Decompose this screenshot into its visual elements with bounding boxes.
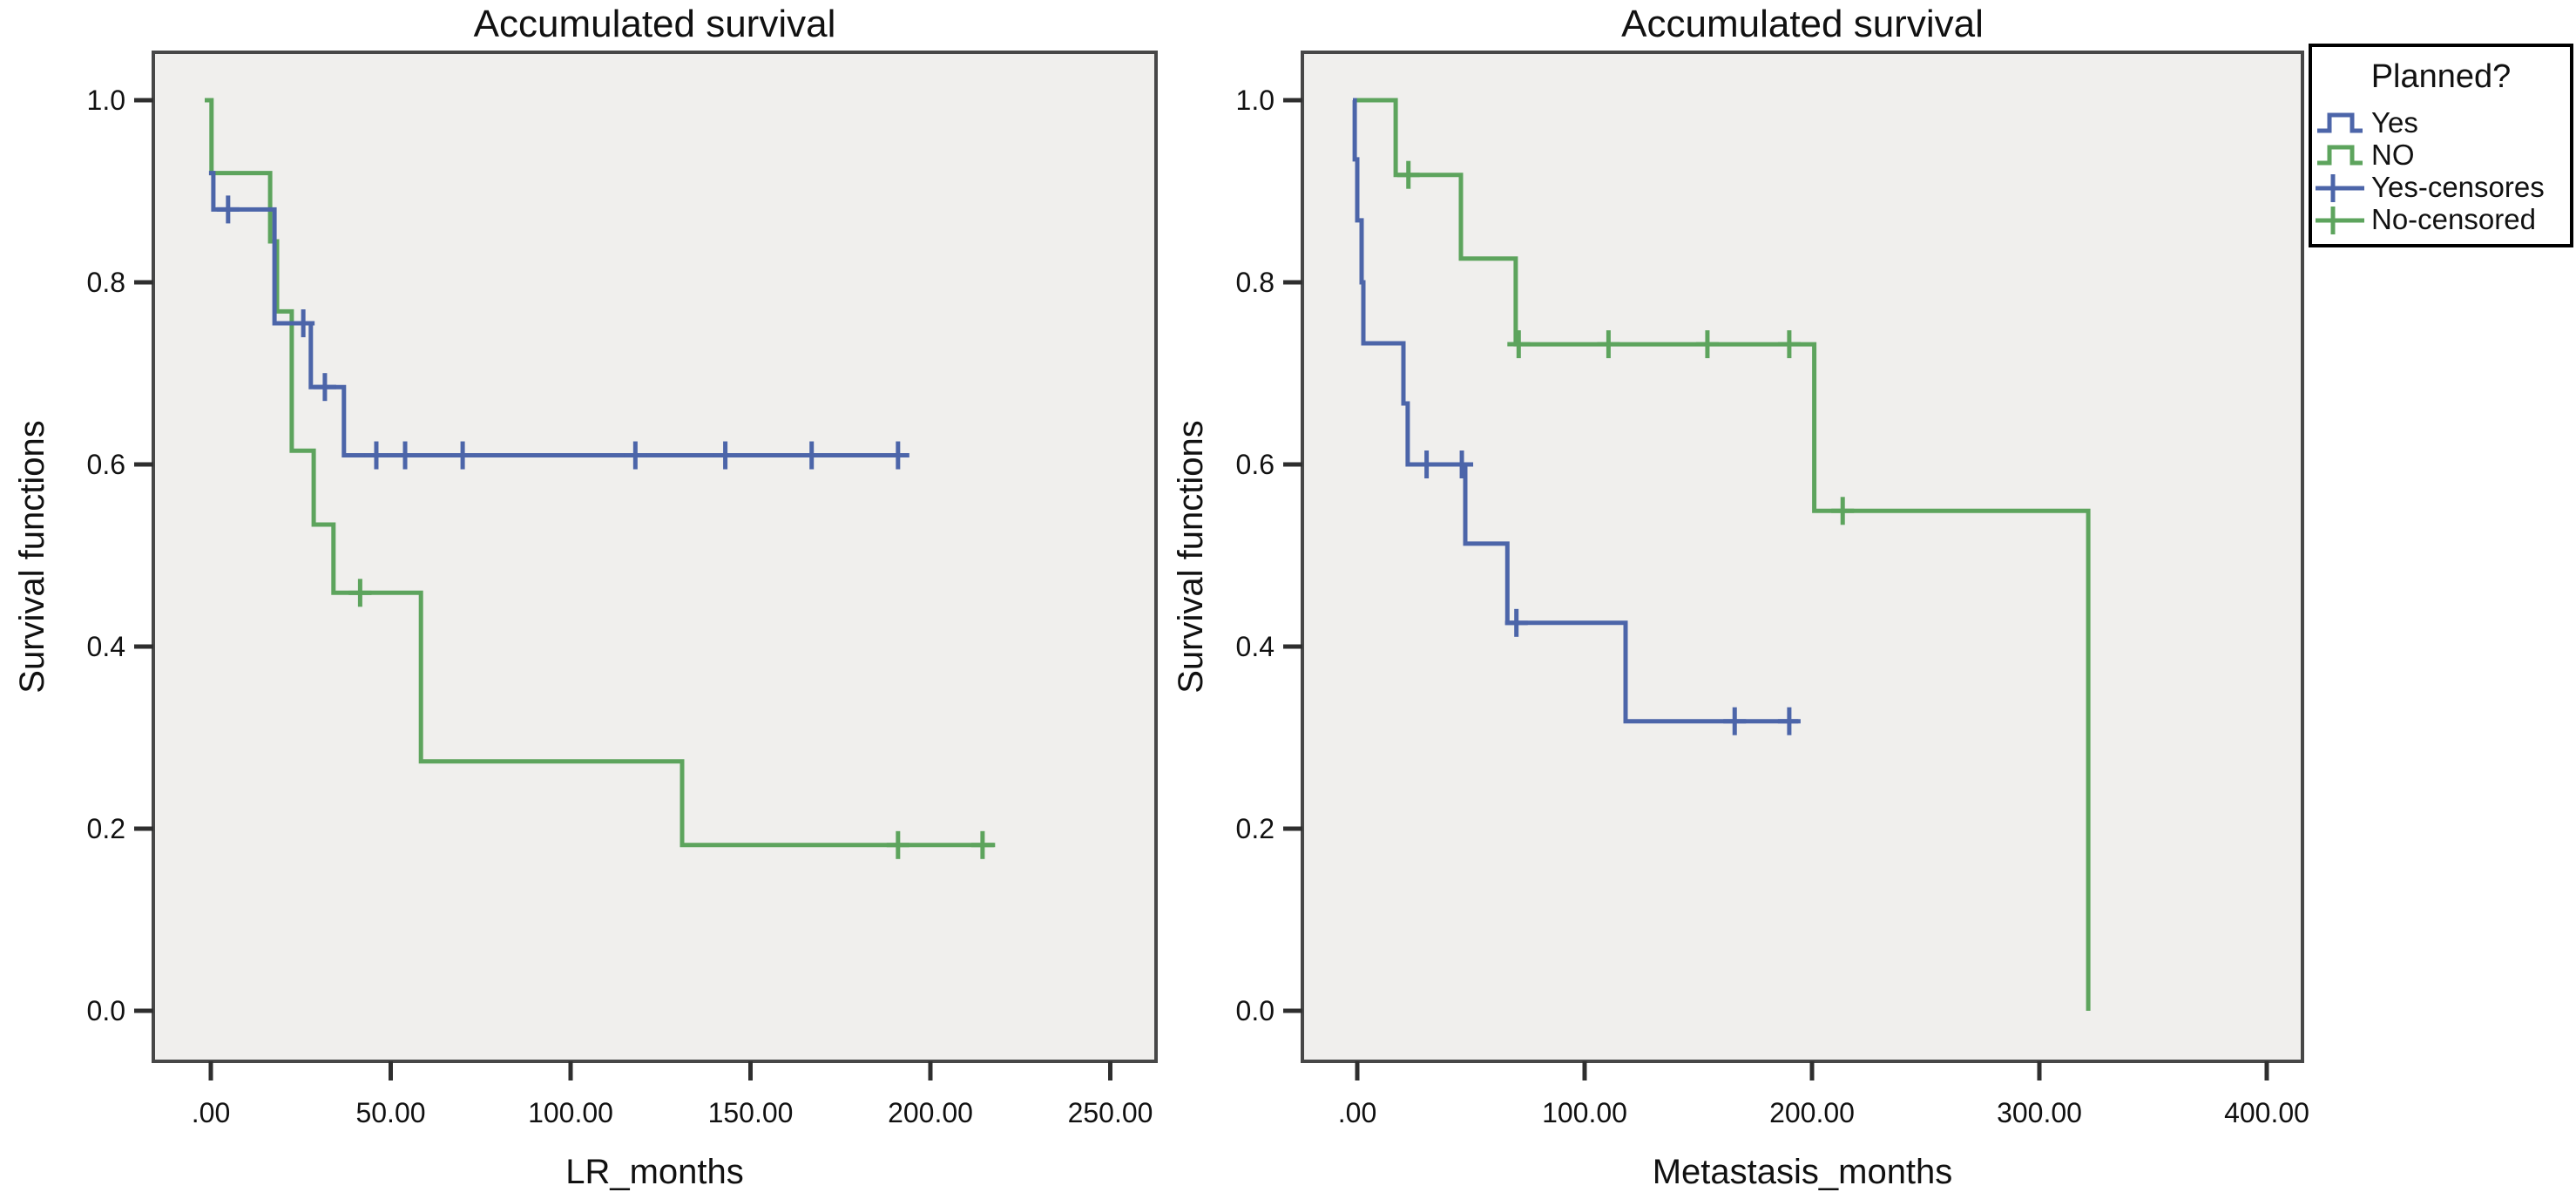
- censor-marks-no-metastasis: [1396, 160, 1855, 525]
- y-tick-label: 1.0: [87, 85, 125, 116]
- y-tick-label: 0.6: [1236, 449, 1274, 480]
- x-tick-label: 200.00: [1769, 1097, 1855, 1128]
- x-tick-label: 400.00: [2224, 1097, 2309, 1128]
- y-tick-label: 0.2: [87, 813, 125, 844]
- legend-step-line-icon: [2317, 112, 2363, 133]
- y-tick-label: 0.2: [1236, 813, 1274, 844]
- chart-title-metastasis: Accumulated survival: [1621, 3, 1984, 45]
- y-tick-label: 0.4: [87, 631, 125, 662]
- y-tick-label: 0.6: [87, 449, 125, 480]
- y-axis-title-metastasis: Survival functions: [1172, 420, 1210, 693]
- y-tick-label: 0.8: [1236, 267, 1274, 298]
- legend-step-line-icon: [2317, 145, 2363, 166]
- x-axis-title-metastasis: Metastasis_months: [1653, 1153, 1953, 1191]
- legend-item-no: NO: [2317, 139, 2415, 171]
- y-tick-label: 0.0: [87, 995, 125, 1026]
- legend-item-yes-censores: Yes-censores: [2316, 171, 2545, 203]
- chart-metastasis: Accumulated survival 1.0 0.8 0.6 0.4 0.2 0.0 .0…: [1172, 3, 2309, 1191]
- censor-marks-yes-metastasis: [1415, 450, 1801, 735]
- x-tick-label: 300.00: [1997, 1097, 2082, 1128]
- x-tick-label: .00: [1338, 1097, 1376, 1128]
- legend-item-label: No-censored: [2371, 203, 2536, 235]
- legend-item-label: Yes: [2371, 106, 2418, 139]
- x-axis-title-lr: LR_months: [565, 1153, 744, 1191]
- plot-border-lr: [152, 51, 1158, 1063]
- curve-no-lr: [205, 98, 996, 848]
- x-tick-label: 150.00: [708, 1097, 794, 1128]
- legend-item-no-censored: No-censored: [2316, 203, 2536, 235]
- curve-no-metastasis: [1353, 98, 2091, 1011]
- censor-marks-no-lr: [348, 579, 994, 859]
- y-axis-title-lr: Survival functions: [13, 420, 51, 693]
- plot-border-metastasis: [1301, 51, 2304, 1063]
- legend-item-yes: Yes: [2317, 106, 2418, 139]
- x-tick-label: 250.00: [1068, 1097, 1153, 1128]
- curve-yes-metastasis: [1352, 98, 1799, 724]
- plot-area-lr: [153, 52, 1156, 1061]
- x-tick-label: .00: [192, 1097, 230, 1128]
- y-tick-label: 1.0: [1236, 85, 1274, 116]
- x-tick-label: 100.00: [1542, 1097, 1627, 1128]
- chart-title-lr: Accumulated survival: [474, 3, 836, 45]
- x-tick-label: 50.00: [355, 1097, 425, 1128]
- y-tick-label: 0.4: [1236, 631, 1274, 662]
- legend-item-label: NO: [2371, 139, 2415, 171]
- legend-title: Planned?: [2371, 58, 2512, 95]
- censor-marks-yes-lr: [216, 195, 909, 470]
- x-tick-label: 100.00: [528, 1097, 613, 1128]
- legend-item-label: Yes-censores: [2371, 171, 2545, 203]
- y-tick-label: 0.0: [1236, 995, 1274, 1026]
- plot-area-metastasis: [1302, 52, 2302, 1061]
- y-tick-label: 0.8: [87, 267, 125, 298]
- chart-lr: Accumulated survival 1.0 0.8 0.6 0.4 0.2 0.0 .0…: [13, 3, 1158, 1191]
- x-tick-label: 200.00: [888, 1097, 973, 1128]
